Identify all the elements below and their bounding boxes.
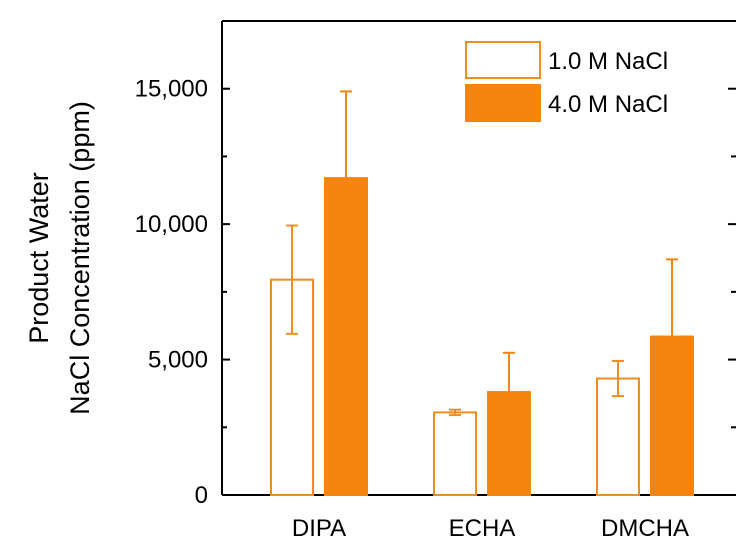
y-tick-label: 15,000 [135,76,208,103]
y-tick-label: 0 [195,482,208,509]
x-tick-label: ECHA [449,515,516,542]
legend-swatch [465,84,541,122]
y-tick-label: 10,000 [135,211,208,238]
x-tick-label: DMCHA [601,515,689,542]
bar [650,335,694,497]
bar [324,177,368,496]
plot-area: 0 5,000 10,000 15,000 DIPA ECHA DMCHA [135,20,736,542]
bar [433,411,477,497]
y-axis-title-line-2: NaCl Concentration (ppm) [65,101,95,415]
y-axis-title-line-1: Product Water [24,172,54,344]
x-tick-label: DIPA [292,515,346,542]
bar [487,391,531,496]
legend: 1.0 M NaCl 4.0 M NaCl [465,41,668,122]
legend-label: 4.0 M NaCl [548,91,668,118]
y-axis-title: Product Water NaCl Concentration (ppm) [24,101,95,415]
y-tick-label: 5,000 [148,347,208,374]
legend-swatch [465,41,541,79]
legend-label: 1.0 M NaCl [548,48,668,75]
